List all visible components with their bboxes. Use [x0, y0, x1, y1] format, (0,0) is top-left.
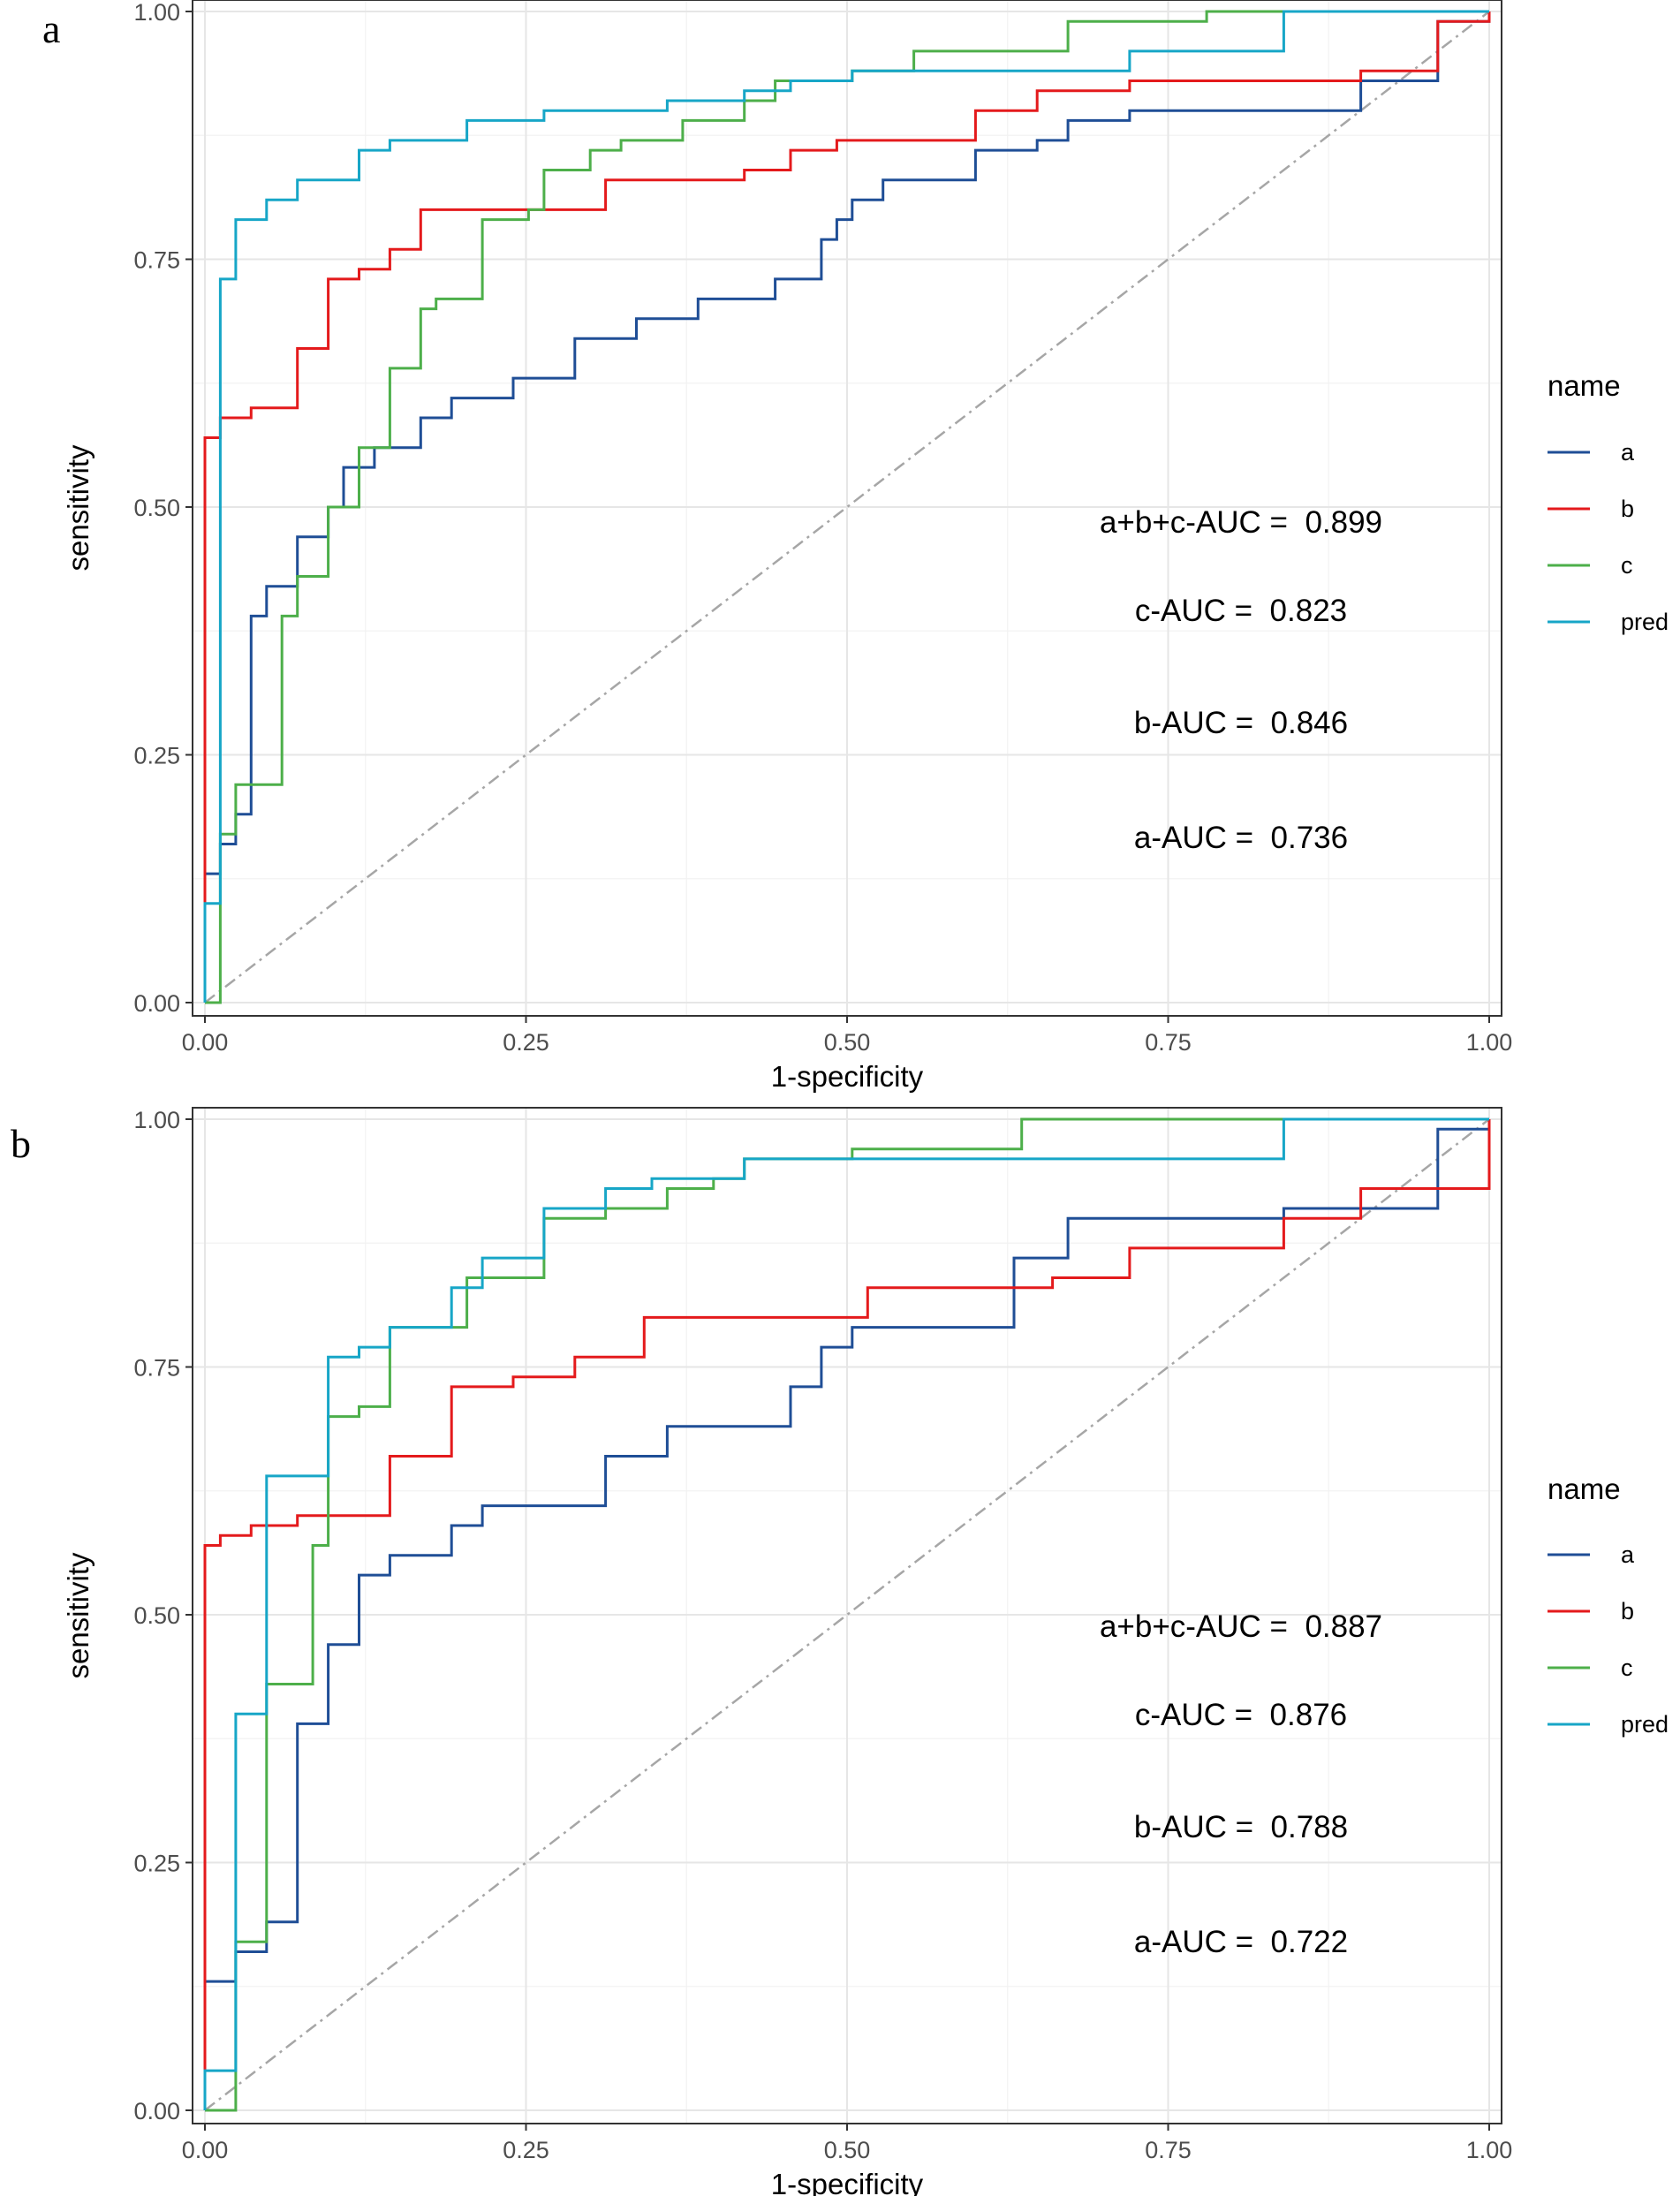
auc-annotation: a+b+c-AUC = 0.899 — [1100, 505, 1382, 540]
auc-annotation: c-AUC = 0.823 — [1135, 594, 1347, 628]
roc-series-a — [203, 1119, 1491, 2110]
y-tick-label: 1.00 — [133, 0, 180, 26]
legend-label-b: b — [1621, 1598, 1634, 1624]
reference-diagonal-line — [204, 1118, 1490, 2111]
y-tick-label: 0.25 — [133, 1851, 180, 1877]
chart-panel-b: b 0.00 0.25 0.50 0.75 1.00 0.00 0.25 0.50 0.75 1.0… — [11, 1107, 1669, 2196]
y-tick-label: 0.75 — [133, 247, 180, 274]
auc-annotation: a-AUC = 0.736 — [1134, 821, 1348, 855]
y-axis-title: sensitivity — [62, 444, 95, 572]
panel-letter-a: a — [42, 6, 60, 51]
y-tick-label: 1.00 — [133, 1107, 180, 1133]
y-tick-label: 0.25 — [133, 743, 180, 769]
legend: name a b c pred — [1548, 1473, 1669, 1738]
auc-annotation: b-AUC = 0.846 — [1134, 706, 1348, 740]
legend-label-pred: pred — [1621, 1711, 1669, 1738]
legend-label-pred: pred — [1621, 609, 1669, 635]
panel-letter-b: b — [11, 1121, 31, 1166]
x-tick-label: 0.25 — [503, 2137, 549, 2163]
legend: name a b c pred — [1548, 369, 1669, 635]
y-tick-label: 0.50 — [133, 495, 180, 521]
x-tick-label: 1.00 — [1466, 2137, 1513, 2163]
y-tick-label: 0.00 — [133, 2098, 180, 2124]
auc-annotation: c-AUC = 0.876 — [1135, 1698, 1347, 1732]
roc-series-pred — [203, 10, 1489, 1003]
x-tick-label: 0.50 — [824, 1029, 871, 1056]
legend-label-c: c — [1621, 552, 1633, 579]
chart-panel-a: a 0.00 0.25 0.50 0.75 1.00 0.00 0.25 0.50 0.75 1.0… — [42, 0, 1669, 1093]
x-tick-label: 0.00 — [182, 2137, 229, 2163]
x-tick-label: 0.50 — [824, 2137, 871, 2163]
reference-diagonal-line — [204, 11, 1490, 1003]
x-axis-title: 1-specificity — [771, 2168, 924, 2196]
legend-title: name — [1548, 1473, 1621, 1505]
auc-annotation: a+b+c-AUC = 0.887 — [1100, 1609, 1382, 1644]
roc-series-b — [203, 1119, 1491, 2110]
x-tick-label: 0.75 — [1145, 2137, 1192, 2163]
y-tick-label: 0.75 — [133, 1355, 180, 1382]
legend-label-a: a — [1621, 439, 1635, 466]
x-tick-label: 1.00 — [1466, 1029, 1513, 1056]
roc-series-pred — [203, 1117, 1489, 2110]
y-tick-label: 0.50 — [133, 1602, 180, 1629]
x-tick-label: 0.00 — [182, 1029, 229, 1056]
x-tick-label: 0.75 — [1145, 1029, 1192, 1056]
legend-label-c: c — [1621, 1655, 1633, 1681]
auc-annotation: a-AUC = 0.722 — [1134, 1925, 1348, 1959]
roc-series-b — [203, 11, 1491, 1003]
x-axis-title: 1-specificity — [771, 1060, 924, 1093]
roc-series-a — [203, 11, 1491, 1003]
legend-label-b: b — [1621, 496, 1634, 522]
y-axis-title: sensitivity — [62, 1552, 95, 1679]
y-tick-label: 0.00 — [133, 990, 180, 1017]
x-tick-label: 0.25 — [503, 1029, 549, 1056]
legend-title: name — [1548, 369, 1621, 402]
auc-annotation: b-AUC = 0.788 — [1134, 1810, 1348, 1844]
legend-label-a: a — [1621, 1541, 1635, 1568]
